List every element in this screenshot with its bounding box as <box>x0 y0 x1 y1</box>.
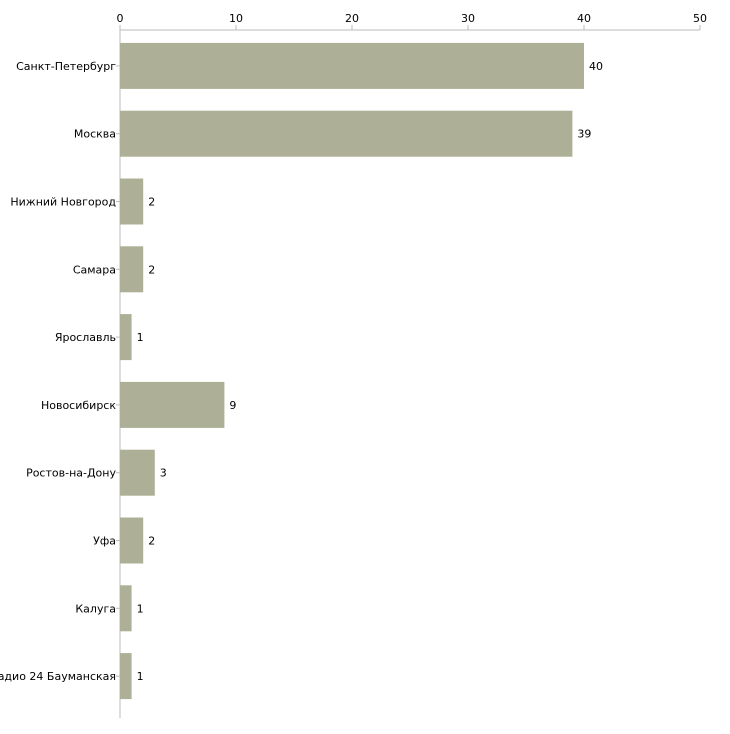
x-tick-label: 30 <box>461 12 475 25</box>
category-label: Москва <box>74 128 116 141</box>
data-label: 1 <box>137 602 144 615</box>
category-label: Нижний Новгород <box>10 196 116 209</box>
category-label: Радио 24 Бауманская <box>0 670 116 683</box>
data-label: 2 <box>148 535 155 548</box>
category-label: Уфа <box>93 535 116 548</box>
data-label: 2 <box>148 196 155 209</box>
bar <box>120 314 132 361</box>
data-label: 2 <box>148 263 155 276</box>
bar <box>120 517 144 564</box>
bar <box>120 381 225 428</box>
bar <box>120 449 155 496</box>
data-label: 3 <box>160 467 167 480</box>
data-label: 40 <box>589 60 603 73</box>
x-tick-label: 10 <box>229 12 243 25</box>
x-tick-label: 40 <box>577 12 591 25</box>
category-label: Санкт-Петербург <box>16 60 116 73</box>
x-tick-label: 0 <box>117 12 124 25</box>
bar <box>120 110 573 157</box>
data-label: 39 <box>577 128 591 141</box>
bar <box>120 178 144 225</box>
category-label: Самара <box>73 263 116 276</box>
bar <box>120 653 132 700</box>
data-label: 1 <box>137 670 144 683</box>
x-tick-label: 50 <box>693 12 707 25</box>
category-label: Калуга <box>75 602 116 615</box>
bar <box>120 246 144 293</box>
bar <box>120 42 584 89</box>
x-tick-label: 20 <box>345 12 359 25</box>
category-label: Новосибирск <box>41 399 116 412</box>
data-label: 1 <box>137 331 144 344</box>
bars <box>120 42 584 700</box>
category-label: Ярославль <box>55 331 116 344</box>
value-labels: 40 39 2 2 1 9 3 2 1 1 <box>137 60 603 683</box>
bar <box>120 585 132 632</box>
data-label: 9 <box>229 399 236 412</box>
category-labels: Санкт-Петербург Москва Нижний Новгород Сама… <box>0 60 116 683</box>
category-label: Ростов-на-Дону <box>26 467 116 480</box>
